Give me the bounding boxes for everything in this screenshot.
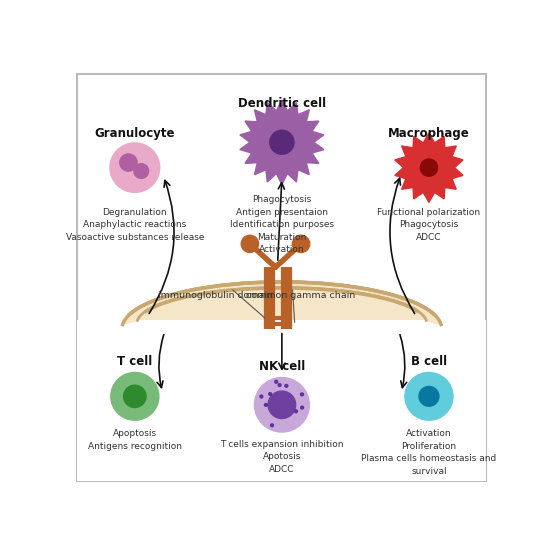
Ellipse shape <box>122 282 442 375</box>
Bar <box>118 320 446 481</box>
Text: Functional polarization
Phagocytosis
ADCC: Functional polarization Phagocytosis ADC… <box>377 208 481 242</box>
Text: Dendritic cell: Dendritic cell <box>238 97 326 111</box>
Text: Apoptosis
Antigens recognition: Apoptosis Antigens recognition <box>88 430 182 451</box>
Text: Macrophage: Macrophage <box>388 127 470 140</box>
Circle shape <box>274 379 278 384</box>
Text: B cell: B cell <box>411 355 447 367</box>
Circle shape <box>277 383 282 387</box>
Ellipse shape <box>123 280 441 373</box>
Circle shape <box>403 371 454 422</box>
Polygon shape <box>395 133 463 202</box>
Circle shape <box>292 234 310 253</box>
Polygon shape <box>240 100 324 185</box>
Circle shape <box>268 392 272 396</box>
Circle shape <box>259 394 263 399</box>
Text: immunoglobulin domain: immunoglobulin domain <box>158 292 273 300</box>
Text: common gamma chain: common gamma chain <box>246 292 356 300</box>
Circle shape <box>300 405 304 410</box>
Text: Activation
Proliferation
Plasma cells homeostasis and
survival: Activation Proliferation Plasma cells ho… <box>361 430 497 476</box>
Polygon shape <box>123 282 441 324</box>
Circle shape <box>119 153 138 172</box>
Circle shape <box>108 141 161 194</box>
Circle shape <box>420 158 438 177</box>
Circle shape <box>270 423 274 427</box>
Circle shape <box>269 130 295 155</box>
Circle shape <box>253 376 311 433</box>
Text: Phagocytosis
Antigen presentaion
Identification purposes
Maturation
Activation: Phagocytosis Antigen presentaion Identif… <box>230 195 334 254</box>
Bar <box>77 320 487 481</box>
Circle shape <box>240 234 259 253</box>
Circle shape <box>418 386 439 407</box>
Text: Granulocyte: Granulocyte <box>95 127 175 140</box>
Circle shape <box>300 392 304 397</box>
Circle shape <box>294 409 298 414</box>
Text: T cells expansion inhibition
Apotosis
ADCC: T cells expansion inhibition Apotosis AD… <box>220 439 344 474</box>
Circle shape <box>109 371 161 422</box>
Circle shape <box>267 390 296 419</box>
Circle shape <box>263 403 268 407</box>
Circle shape <box>284 384 288 388</box>
Circle shape <box>123 384 147 408</box>
Text: Degranulation
Anaphylactic reactions
Vasoactive substances release: Degranulation Anaphylactic reactions Vas… <box>65 208 204 242</box>
Text: NK cell: NK cell <box>258 360 305 372</box>
Text: T cell: T cell <box>117 355 152 367</box>
FancyBboxPatch shape <box>77 74 486 481</box>
Circle shape <box>133 163 149 179</box>
